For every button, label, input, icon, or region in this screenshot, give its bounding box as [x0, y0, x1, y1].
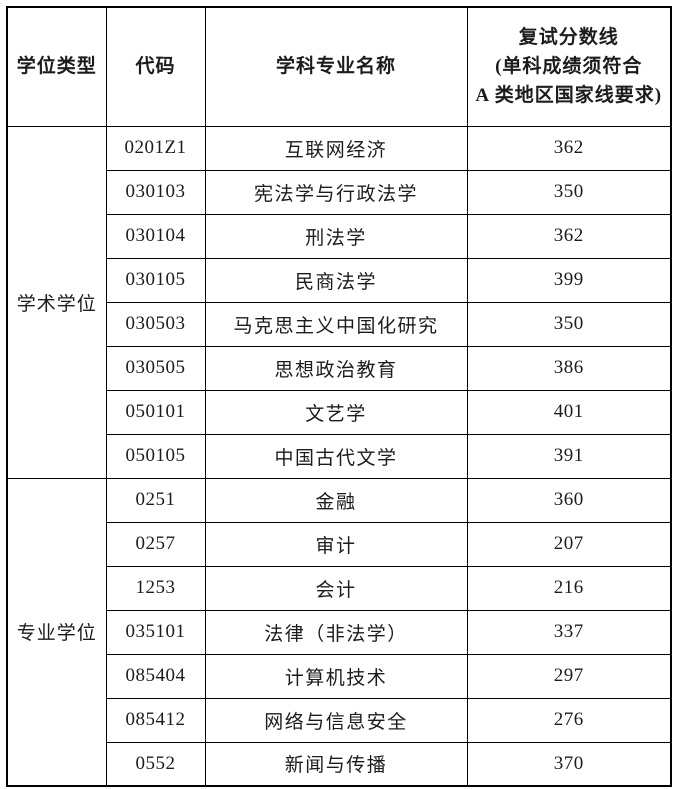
major-cell: 宪法学与行政法学 [204, 169, 468, 215]
major-cell: 思想政治教育 [204, 345, 468, 391]
code-cell: 050105 [105, 433, 206, 479]
table-row: 030104 刑法学 362 [7, 213, 672, 259]
table-row: 085404 计算机技术 297 [7, 653, 672, 699]
score-line-table: 学位类型 代码 学科专业名称 复试分数线 (单科成绩须符合 A 类地区国家线要求… [6, 6, 672, 787]
table-row: 050105 中国古代文学 391 [7, 433, 672, 479]
major-cell: 网络与信息安全 [204, 697, 468, 743]
major-cell: 新闻与传播 [204, 741, 468, 787]
major-cell: 中国古代文学 [204, 433, 468, 479]
score-line-header-cell: 复试分数线 (单科成绩须符合 A 类地区国家线要求) [466, 6, 672, 127]
code-cell: 035101 [105, 609, 206, 655]
major-cell: 计算机技术 [204, 653, 468, 699]
group-label-professional: 专业学位 [6, 477, 107, 787]
score-cell: 350 [466, 301, 672, 347]
major-cell: 金融 [204, 477, 468, 523]
table-row: 0257 审计 207 [7, 521, 672, 567]
major-cell: 互联网经济 [204, 125, 468, 171]
score-cell: 337 [466, 609, 672, 655]
score-cell: 216 [466, 565, 672, 611]
major-cell: 法律（非法学） [204, 609, 468, 655]
major-cell: 马克思主义中国化研究 [204, 301, 468, 347]
major-cell: 民商法学 [204, 257, 468, 303]
code-header-cell: 代码 [105, 6, 206, 127]
major-cell: 审计 [204, 521, 468, 567]
code-cell: 030505 [105, 345, 206, 391]
score-header-line-3: A 类地区国家线要求) [475, 85, 663, 107]
table-row: 030105 民商法学 399 [7, 257, 672, 303]
table-row: 030505 思想政治教育 386 [7, 345, 672, 391]
table-row: 专业学位 0251 金融 360 [6, 477, 672, 787]
score-cell: 391 [466, 433, 672, 479]
code-cell: 050101 [105, 389, 206, 435]
score-cell: 350 [466, 169, 672, 215]
table-row: 1253 会计 216 [7, 565, 672, 611]
code-cell: 030103 [105, 169, 206, 215]
table-row: 030503 马克思主义中国化研究 350 [7, 301, 672, 347]
code-cell: 030105 [105, 257, 206, 303]
code-cell: 0251 [105, 477, 206, 523]
code-cell: 085412 [105, 697, 206, 743]
code-cell: 0257 [105, 521, 206, 567]
table-row: 085412 网络与信息安全 276 [7, 697, 672, 743]
code-cell: 0552 [105, 741, 206, 787]
score-cell: 386 [466, 345, 672, 391]
major-name-header-cell: 学科专业名称 [204, 6, 468, 127]
score-cell: 370 [466, 741, 672, 787]
score-header-line-1: 复试分数线 [518, 26, 619, 48]
code-cell: 1253 [105, 565, 206, 611]
header-row: 学位类型 代码 学科专业名称 复试分数线 (单科成绩须符合 A 类地区国家线要求… [6, 6, 672, 127]
code-cell: 030503 [105, 301, 206, 347]
table-row: 学术学位 0201Z1 互联网经济 362 [6, 125, 672, 479]
score-cell: 276 [466, 697, 672, 743]
score-header-line-2: (单科成绩须符合 [495, 56, 643, 78]
score-cell: 399 [466, 257, 672, 303]
table-row: 035101 法律（非法学） 337 [7, 609, 672, 655]
code-cell: 085404 [105, 653, 206, 699]
score-cell: 362 [466, 213, 672, 259]
score-cell: 362 [466, 125, 672, 171]
table-row: 030103 宪法学与行政法学 350 [7, 169, 672, 215]
major-cell: 文艺学 [204, 389, 468, 435]
table-row: 0552 新闻与传播 370 [7, 741, 672, 787]
table-row: 050101 文艺学 401 [7, 389, 672, 435]
code-cell: 0201Z1 [105, 125, 206, 171]
major-cell: 刑法学 [204, 213, 468, 259]
group-label-academic: 学术学位 [6, 125, 107, 479]
major-cell: 会计 [204, 565, 468, 611]
score-cell: 360 [466, 477, 672, 523]
score-cell: 207 [466, 521, 672, 567]
code-cell: 030104 [105, 213, 206, 259]
degree-type-header-cell: 学位类型 [6, 6, 107, 127]
score-cell: 297 [466, 653, 672, 699]
score-cell: 401 [466, 389, 672, 435]
